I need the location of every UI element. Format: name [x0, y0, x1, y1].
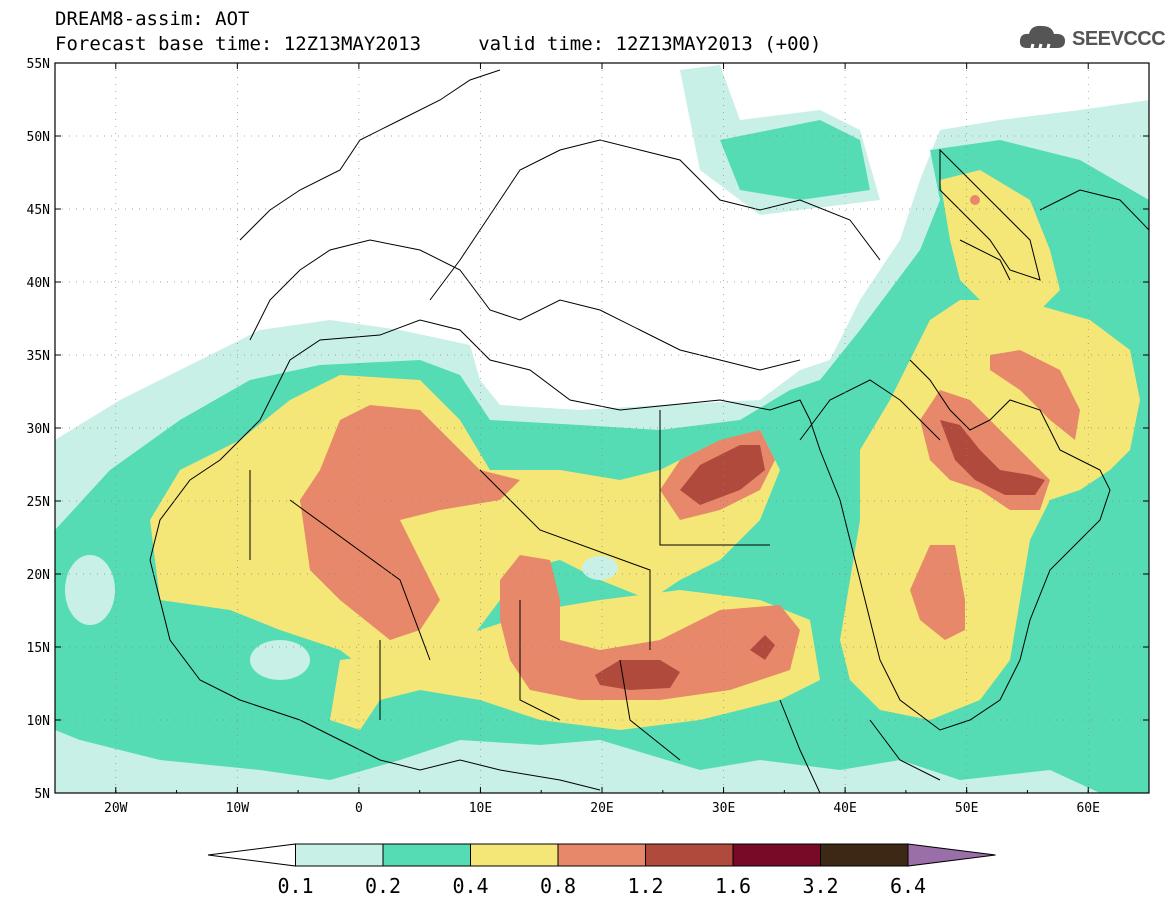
- lon-tick-label: 50E: [955, 801, 978, 816]
- lat-tick-label: 20N: [27, 568, 50, 583]
- lat-tick-label: 40N: [27, 276, 50, 291]
- contour-1.2: [680, 445, 765, 505]
- lat-tick-label: 35N: [27, 349, 50, 364]
- lat-tick-label: 10N: [27, 714, 50, 729]
- colorbar-segment: [382, 843, 471, 867]
- map-title: DREAM8-assim: AOT: [55, 8, 250, 30]
- graticule: [55, 63, 1149, 793]
- colorbar-over-arrow: [907, 843, 996, 867]
- colorbar-under-arrow: [207, 843, 296, 867]
- latitude-axis: 55N 50N 45N 40N 35N 30N 25N 20N 15N 10N 5N: [27, 57, 1149, 802]
- lon-tick-label: 10W: [226, 801, 250, 816]
- contour-0.8: [300, 405, 520, 640]
- lat-tick-label: 5N: [34, 787, 50, 802]
- lon-tick-label: 0: [355, 801, 363, 816]
- lon-tick-label: 20E: [590, 801, 613, 816]
- lat-tick-label: 25N: [27, 495, 50, 510]
- colorbar: 0.1 0.2 0.4 0.8 1.2 1.6 3.2 6.4: [207, 843, 996, 898]
- colorbar-level-label: 0.4: [452, 874, 488, 898]
- longitude-axis: 20W 10W 0 10E 20E 30E 40E 50E 60E: [54, 63, 1150, 816]
- colorbar-segment: [820, 843, 909, 867]
- lat-tick-label: 30N: [27, 422, 50, 437]
- lon-tick-label: 20W: [104, 801, 128, 816]
- colorbar-level-label: 1.2: [627, 874, 663, 898]
- contour-0.4: [150, 375, 780, 680]
- map-subtitle: Forecast base time: 12Z13MAY2013 valid t…: [55, 33, 822, 55]
- lat-tick-label: 45N: [27, 203, 50, 218]
- colorbar-level-label: 3.2: [802, 874, 838, 898]
- colorbar-level-label: 0.8: [540, 874, 576, 898]
- cloud-rain-icon: [1019, 25, 1065, 53]
- aot-contours: [55, 65, 1149, 793]
- colorbar-segment: [557, 843, 646, 867]
- colorbar-segment: [645, 843, 734, 867]
- colorbar-level-label: 0.2: [365, 874, 401, 898]
- colorbar-segment: [732, 843, 821, 867]
- lat-tick-label: 55N: [27, 57, 50, 72]
- colorbar-level-label: 0.1: [277, 874, 313, 898]
- coastlines: [149, 69, 1149, 793]
- colorbar-segment: [295, 843, 384, 867]
- lon-tick-label: 40E: [833, 801, 856, 816]
- lat-tick-label: 15N: [27, 641, 50, 656]
- lat-tick-label: 50N: [27, 130, 50, 145]
- lon-tick-label: 10E: [469, 801, 492, 816]
- colorbar-level-label: 1.6: [715, 874, 751, 898]
- colorbar-segment: [470, 843, 559, 867]
- lon-tick-label: 30E: [712, 801, 735, 816]
- colorbar-level-label: 6.4: [890, 874, 926, 898]
- seevccc-logo: SEEVCCC: [1017, 22, 1165, 58]
- lon-tick-label: 60E: [1076, 801, 1099, 816]
- logo-text: SEEVCCC: [1072, 28, 1165, 50]
